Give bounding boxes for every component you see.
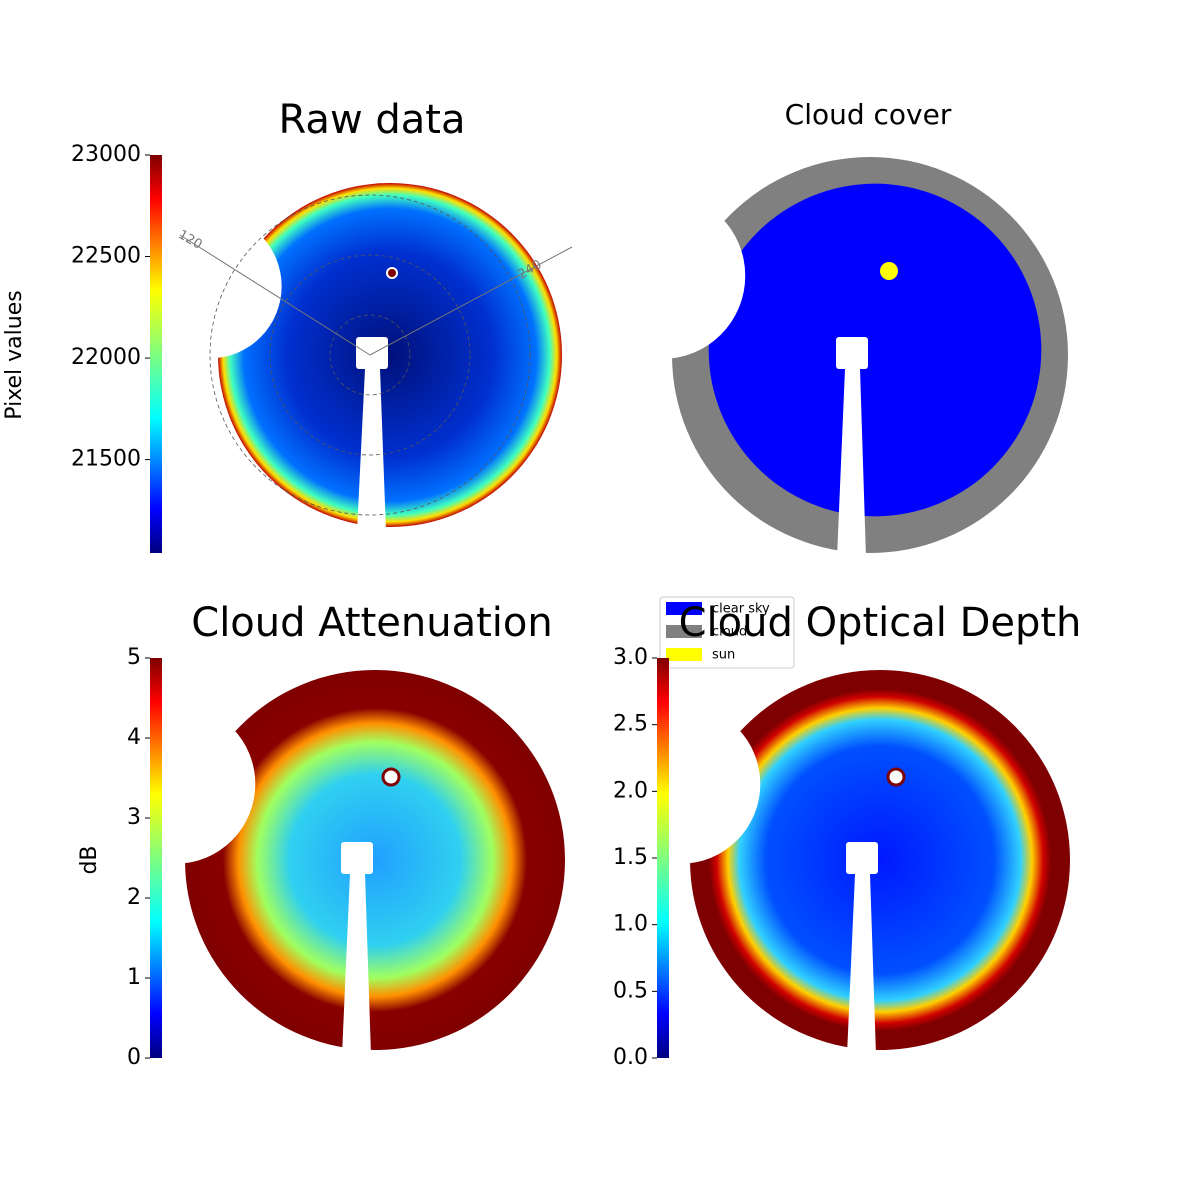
sun [886, 767, 906, 787]
panel-title: Cloud cover [785, 98, 952, 131]
polar-grid [329, 314, 411, 396]
clear-sky-region [708, 183, 1042, 517]
polar-grid [269, 254, 471, 456]
mask [357, 369, 386, 532]
colorbar [150, 155, 162, 553]
polar-grid [209, 194, 531, 516]
colorbar-tick-label: 0 [127, 1045, 141, 1070]
colorbar-tick-label: 22000 [71, 345, 141, 370]
sun [381, 767, 401, 787]
colorbar-tick-label: 0.5 [613, 978, 648, 1003]
colorbar-tick-label: 1.0 [613, 912, 648, 937]
sky-image [690, 670, 1070, 1050]
colorbar [657, 658, 669, 1058]
polar-spoke [369, 246, 573, 356]
colorbar-tick-label: 2 [127, 885, 141, 910]
mask [356, 337, 388, 369]
colorbar-tick-label: 21500 [71, 447, 141, 472]
mask [836, 337, 868, 369]
mask [600, 704, 761, 864]
colorbar-tick-label: 0.0 [613, 1045, 648, 1070]
colorbar-label: Pixel values [2, 290, 27, 419]
legend-swatch [666, 625, 702, 638]
sun-region [880, 262, 898, 280]
legend-label: clear sky [712, 602, 770, 617]
mask [341, 842, 373, 874]
mask [578, 192, 746, 359]
legend-swatch [666, 648, 702, 661]
legend-swatch [666, 602, 702, 615]
colorbar-tick-label: 1 [127, 965, 141, 990]
mask [847, 874, 876, 1055]
mask [95, 704, 256, 864]
mask [137, 213, 282, 359]
sky-image [185, 670, 565, 1050]
colorbar-tick-label: 22500 [71, 244, 141, 269]
colorbar-label: dB [77, 845, 102, 874]
colorbar-tick-label: 2.5 [613, 712, 648, 737]
colorbar-tick-label: 3.0 [613, 645, 648, 670]
colorbar-tick-label: 1.5 [613, 845, 648, 870]
mask [837, 369, 866, 558]
colorbar-tick-label: 4 [127, 725, 141, 750]
colorbar-tick-label: 23000 [71, 142, 141, 167]
colorbar-tick-label: 5 [127, 645, 141, 670]
polar-spoke [179, 234, 371, 356]
sky-image [218, 183, 562, 527]
panel-title: Cloud Optical Depth [679, 600, 1082, 646]
colorbar [150, 658, 162, 1058]
mask [846, 842, 878, 874]
panel-title: Raw data [279, 97, 466, 143]
sun [386, 267, 398, 279]
legend-label: cloud [712, 625, 747, 640]
mask [342, 874, 371, 1055]
colorbar-tick-label: 3 [127, 805, 141, 830]
panel-title: Cloud Attenuation [191, 600, 552, 646]
legend-label: sun [712, 648, 735, 663]
colorbar-tick-label: 2.0 [613, 778, 648, 803]
